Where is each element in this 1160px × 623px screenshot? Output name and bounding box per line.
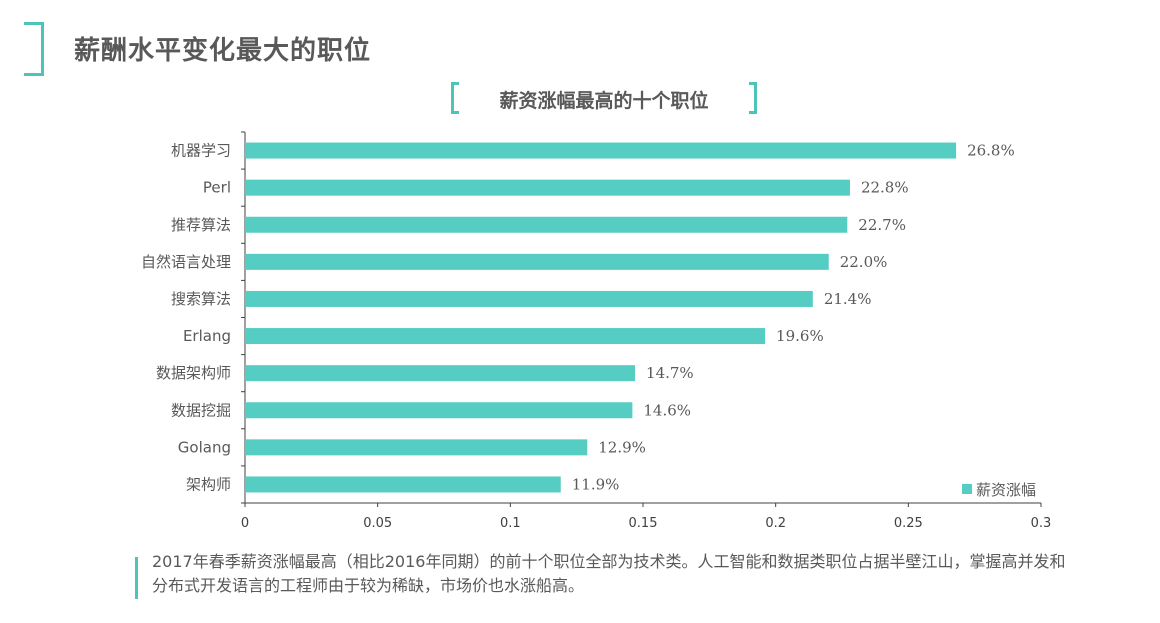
bar xyxy=(245,179,850,196)
category-label: Erlang xyxy=(183,327,231,345)
bar xyxy=(245,439,588,456)
x-tick-label: 0.05 xyxy=(363,516,392,531)
x-tick-label: 0.1 xyxy=(500,516,521,531)
category-label: 搜索算法 xyxy=(171,290,231,308)
category-label: 数据架构师 xyxy=(156,364,231,382)
data-label: 19.6% xyxy=(776,327,824,345)
title-bracket-decoration xyxy=(24,22,44,76)
bar xyxy=(245,328,766,345)
category-label: 数据挖掘 xyxy=(171,401,231,419)
data-label: 22.8% xyxy=(861,179,909,197)
x-tick-label: 0.15 xyxy=(629,516,658,531)
data-label: 14.6% xyxy=(643,401,691,419)
chart-title-bracket-left xyxy=(451,82,459,114)
bar xyxy=(245,142,957,159)
data-label: 26.8% xyxy=(967,142,1015,160)
data-label: 22.7% xyxy=(858,216,906,234)
bar xyxy=(245,476,561,493)
category-label: 自然语言处理 xyxy=(141,253,231,271)
data-label: 21.4% xyxy=(824,290,872,308)
x-tick-label: 0.3 xyxy=(1031,516,1052,531)
bar xyxy=(245,290,813,307)
data-label: 11.9% xyxy=(572,475,620,493)
chart-title: 薪资涨幅最高的十个职位 xyxy=(499,90,709,112)
legend-swatch xyxy=(962,484,972,494)
chart-note: 2017年春季薪资涨幅最高（相比2016年同期）的前十个职位全部为技术类。人工智… xyxy=(152,552,1066,595)
note-accent-bar xyxy=(135,557,138,599)
data-label: 14.7% xyxy=(646,364,694,382)
page-title: 薪酬水平变化最大的职位 xyxy=(74,36,372,66)
x-tick-label: 0.2 xyxy=(765,516,786,531)
data-label: 22.0% xyxy=(840,253,888,271)
bar xyxy=(245,365,636,382)
category-label: Golang xyxy=(178,438,231,456)
category-label: 机器学习 xyxy=(171,142,231,160)
bar xyxy=(245,216,848,233)
category-label: 推荐算法 xyxy=(171,216,231,234)
x-tick-label: 0 xyxy=(241,516,249,531)
bar xyxy=(245,253,829,270)
data-label: 12.9% xyxy=(598,438,646,456)
category-label: Perl xyxy=(203,179,231,197)
chart-title-frame: 薪资涨幅最高的十个职位 xyxy=(451,82,757,116)
legend-label: 薪资涨幅 xyxy=(976,481,1036,499)
chart-title-bracket-right xyxy=(749,82,757,114)
x-tick-label: 0.25 xyxy=(894,516,923,531)
category-label: 架构师 xyxy=(186,475,231,493)
bar xyxy=(245,402,633,419)
bar-chart: 机器学习 26.8% Perl 22.8% 推荐算法 22.7% 自然语言处理 22.0% 搜索… xyxy=(141,131,1052,531)
